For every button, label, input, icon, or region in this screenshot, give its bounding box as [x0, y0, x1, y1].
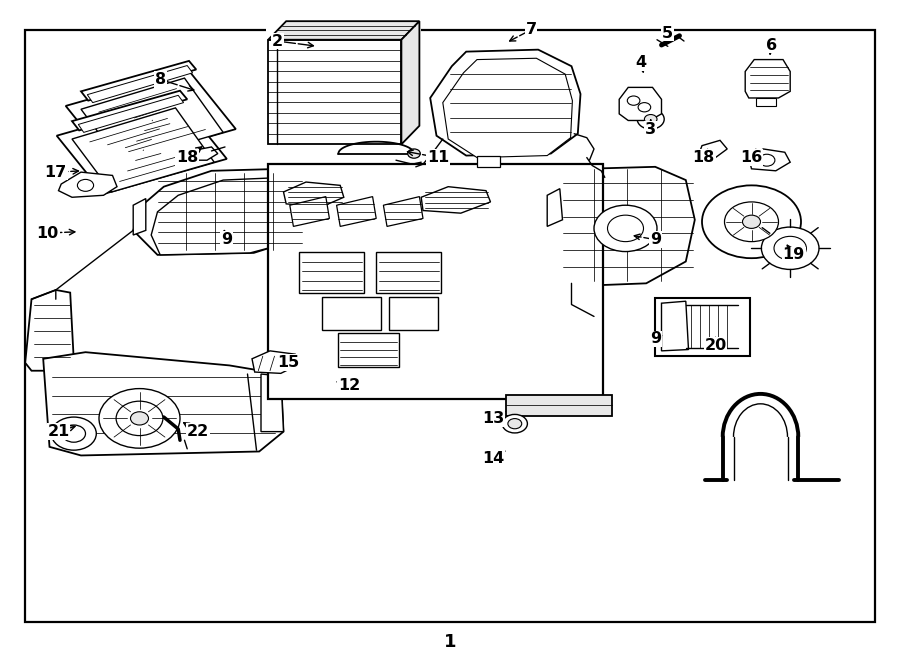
Polygon shape	[662, 301, 688, 351]
Polygon shape	[756, 98, 776, 106]
Bar	[322, 297, 381, 330]
Polygon shape	[284, 182, 344, 207]
Text: 11: 11	[428, 150, 449, 165]
Bar	[376, 252, 441, 293]
Polygon shape	[252, 351, 297, 373]
Circle shape	[51, 417, 96, 450]
Polygon shape	[133, 199, 146, 235]
Circle shape	[62, 425, 86, 442]
Circle shape	[408, 149, 420, 158]
Polygon shape	[133, 169, 308, 255]
Circle shape	[627, 96, 640, 105]
Polygon shape	[43, 352, 284, 455]
Polygon shape	[383, 197, 423, 226]
Polygon shape	[290, 197, 329, 226]
Text: 4: 4	[635, 56, 646, 70]
Circle shape	[702, 185, 801, 258]
Circle shape	[644, 115, 657, 124]
Polygon shape	[87, 66, 193, 103]
Bar	[268, 164, 603, 399]
Polygon shape	[81, 78, 223, 162]
Polygon shape	[443, 58, 572, 158]
Circle shape	[742, 215, 760, 228]
Text: 17: 17	[45, 165, 67, 179]
Circle shape	[724, 202, 778, 242]
Text: 18: 18	[176, 150, 198, 165]
Text: 22: 22	[187, 424, 209, 439]
Bar	[299, 252, 364, 293]
Polygon shape	[547, 189, 562, 226]
Text: 13: 13	[482, 411, 504, 426]
Polygon shape	[81, 61, 196, 101]
Polygon shape	[430, 50, 580, 156]
Polygon shape	[401, 21, 419, 144]
Polygon shape	[337, 197, 376, 226]
Polygon shape	[25, 290, 74, 371]
Polygon shape	[261, 374, 284, 432]
Circle shape	[608, 215, 643, 242]
Text: 8: 8	[155, 72, 166, 87]
Bar	[266, 20, 421, 146]
Polygon shape	[66, 71, 236, 164]
Bar	[655, 298, 750, 356]
Text: 15: 15	[277, 355, 299, 370]
Circle shape	[761, 227, 819, 269]
Text: 12: 12	[338, 378, 360, 393]
Circle shape	[637, 109, 664, 129]
Circle shape	[77, 179, 94, 191]
Text: 14: 14	[482, 451, 504, 465]
Bar	[389, 297, 438, 330]
Polygon shape	[268, 21, 419, 40]
Text: 3: 3	[645, 122, 656, 136]
Polygon shape	[151, 177, 304, 255]
Text: 5: 5	[662, 26, 673, 40]
Text: 19: 19	[783, 248, 805, 262]
Text: 7: 7	[526, 23, 536, 37]
Circle shape	[502, 414, 527, 433]
Polygon shape	[187, 147, 218, 160]
Polygon shape	[57, 101, 227, 194]
Polygon shape	[556, 167, 695, 286]
Text: 18: 18	[693, 150, 715, 165]
Circle shape	[774, 236, 806, 260]
Circle shape	[759, 154, 775, 166]
Polygon shape	[749, 149, 790, 171]
Circle shape	[638, 103, 651, 112]
Bar	[25, 30, 875, 622]
Text: 9: 9	[650, 332, 661, 346]
Text: 2: 2	[272, 34, 283, 48]
Polygon shape	[304, 204, 326, 222]
Polygon shape	[745, 60, 790, 98]
Polygon shape	[477, 156, 500, 167]
Circle shape	[130, 412, 148, 425]
Polygon shape	[72, 91, 187, 130]
Text: 1: 1	[444, 633, 456, 651]
Polygon shape	[72, 108, 214, 192]
Polygon shape	[421, 187, 491, 213]
Polygon shape	[619, 87, 662, 120]
Text: 9: 9	[650, 232, 661, 247]
Circle shape	[116, 401, 163, 436]
Circle shape	[508, 418, 522, 429]
Bar	[268, 40, 401, 144]
Bar	[338, 333, 399, 367]
Circle shape	[99, 389, 180, 448]
Text: 9: 9	[221, 232, 232, 247]
Polygon shape	[698, 140, 727, 158]
Text: 6: 6	[766, 38, 777, 52]
Circle shape	[594, 205, 657, 252]
Text: 10: 10	[37, 226, 58, 240]
Polygon shape	[58, 172, 117, 197]
Text: 16: 16	[741, 150, 762, 165]
Text: 21: 21	[48, 424, 69, 439]
Text: 20: 20	[705, 338, 726, 353]
Polygon shape	[78, 95, 184, 132]
Polygon shape	[506, 395, 612, 416]
